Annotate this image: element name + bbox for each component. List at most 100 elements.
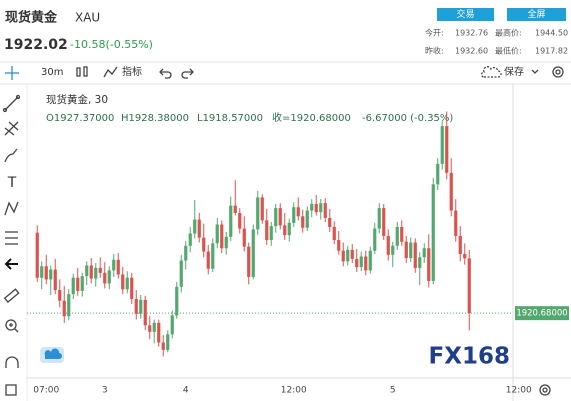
candle-body — [418, 257, 422, 268]
candle-body — [440, 126, 444, 164]
candle-body — [395, 226, 399, 246]
candle-body — [454, 210, 458, 236]
candle-body — [143, 299, 147, 326]
candle-body — [373, 228, 377, 251]
candle-body — [404, 241, 408, 259]
save[interactable]: 保存 — [504, 65, 524, 78]
candle-body — [89, 265, 93, 279]
trade-button-label[interactable]: 交易 — [456, 8, 474, 20]
interval[interactable]: 30m — [41, 67, 63, 78]
candle-body — [71, 277, 75, 295]
candle-body — [427, 248, 431, 282]
brush-tool[interactable] — [4, 148, 18, 163]
candle-body — [49, 269, 53, 280]
candle-body — [166, 334, 170, 350]
candle-body — [35, 232, 39, 278]
ruler-tool[interactable] — [3, 288, 20, 303]
trash-tool[interactable] — [5, 384, 17, 396]
save-menu-arrow[interactable] — [531, 69, 539, 74]
candle-body — [152, 322, 156, 332]
candle-body — [283, 225, 287, 236]
candle-body — [44, 266, 48, 280]
candle-body — [413, 242, 417, 268]
stat-label: 最高价: — [495, 28, 522, 38]
trade-button[interactable] — [437, 8, 494, 21]
axis-settings-icon[interactable] — [539, 384, 551, 396]
candle-body — [206, 251, 210, 269]
candle-body — [328, 217, 332, 227]
stat-value: 1932.60 — [455, 47, 488, 56]
candle-body — [314, 203, 318, 213]
last-price-box — [515, 306, 569, 321]
back-tool[interactable] — [4, 258, 18, 270]
fullscreen-button[interactable] — [507, 8, 566, 21]
candle-body — [400, 226, 404, 242]
candle-body — [377, 208, 381, 229]
candle-body — [251, 229, 255, 277]
candle-body — [292, 207, 296, 223]
candle-body — [409, 242, 413, 259]
candle-body — [233, 205, 237, 214]
candle-body — [130, 277, 134, 300]
undo-icon[interactable] — [159, 68, 172, 79]
candle-body — [274, 208, 278, 227]
pattern-tool[interactable] — [4, 201, 19, 216]
crosshair-icon[interactable] — [5, 66, 19, 80]
last-price-label: 1920.68000 — [516, 309, 567, 319]
candle-body — [224, 236, 228, 249]
candle-body — [242, 228, 246, 247]
redo-icon[interactable] — [181, 68, 194, 79]
cloud-icon[interactable] — [480, 66, 502, 78]
zoom-tool[interactable] — [5, 319, 19, 333]
indicators[interactable]: 指标 — [122, 65, 142, 78]
candle-body — [431, 184, 435, 282]
candle-body — [80, 276, 84, 291]
settings-icon[interactable] — [552, 66, 564, 78]
candle-body — [364, 256, 368, 271]
candle-body — [319, 203, 323, 213]
measure-tool[interactable] — [5, 231, 18, 245]
candle-body — [134, 299, 138, 314]
candle-body — [269, 226, 273, 241]
candle-body — [265, 220, 269, 241]
candle-body — [278, 208, 282, 226]
candle-body — [310, 203, 314, 211]
candle-body — [323, 203, 327, 218]
candle-body — [301, 216, 305, 228]
stat-label: 今开: — [425, 28, 444, 38]
text-tool[interactable]: T — [7, 175, 17, 191]
stat-label: 昨收: — [425, 46, 444, 56]
plot: 07:00 3 4 12:00 5 12:00 1920.68000 — [27, 111, 569, 396]
candle-body — [94, 267, 98, 279]
legend-high: H1928.38000 — [121, 113, 189, 124]
candle-body — [287, 222, 291, 236]
candle-body — [238, 213, 242, 229]
stat-label: 最低价: — [495, 46, 522, 56]
legend-change: -6.67000 (-0.35%) — [362, 113, 453, 124]
x-tick-label: 12:00 — [281, 386, 307, 396]
indicator-icon[interactable] — [103, 66, 118, 78]
instrument-name: 现货黄金 — [5, 10, 58, 26]
fullscreen-button-label[interactable]: 全屏 — [527, 8, 545, 20]
candle-body — [436, 163, 440, 185]
candle-body — [346, 249, 350, 262]
x-tick-label: 3 — [102, 386, 108, 396]
x-tick-label: 07:00 — [33, 386, 59, 396]
magnet-tool[interactable] — [5, 356, 19, 368]
candle-body — [220, 224, 224, 249]
candle-body — [211, 243, 215, 269]
candle-icon[interactable] — [76, 66, 88, 77]
price-change: -10.58(-0.55%) — [70, 38, 153, 51]
candle-body — [260, 197, 264, 221]
cloud-badge[interactable] — [40, 347, 64, 363]
legend-close: 收=1920.68000 — [272, 111, 351, 124]
legend-open: O1927.37000 — [46, 113, 114, 124]
fib-tool[interactable] — [4, 121, 19, 136]
candle-body — [53, 269, 57, 291]
candle-body — [332, 226, 336, 241]
candle-body — [103, 272, 107, 284]
candle-body — [382, 208, 386, 236]
candle-body — [157, 322, 161, 343]
line-tool[interactable] — [2, 94, 21, 113]
